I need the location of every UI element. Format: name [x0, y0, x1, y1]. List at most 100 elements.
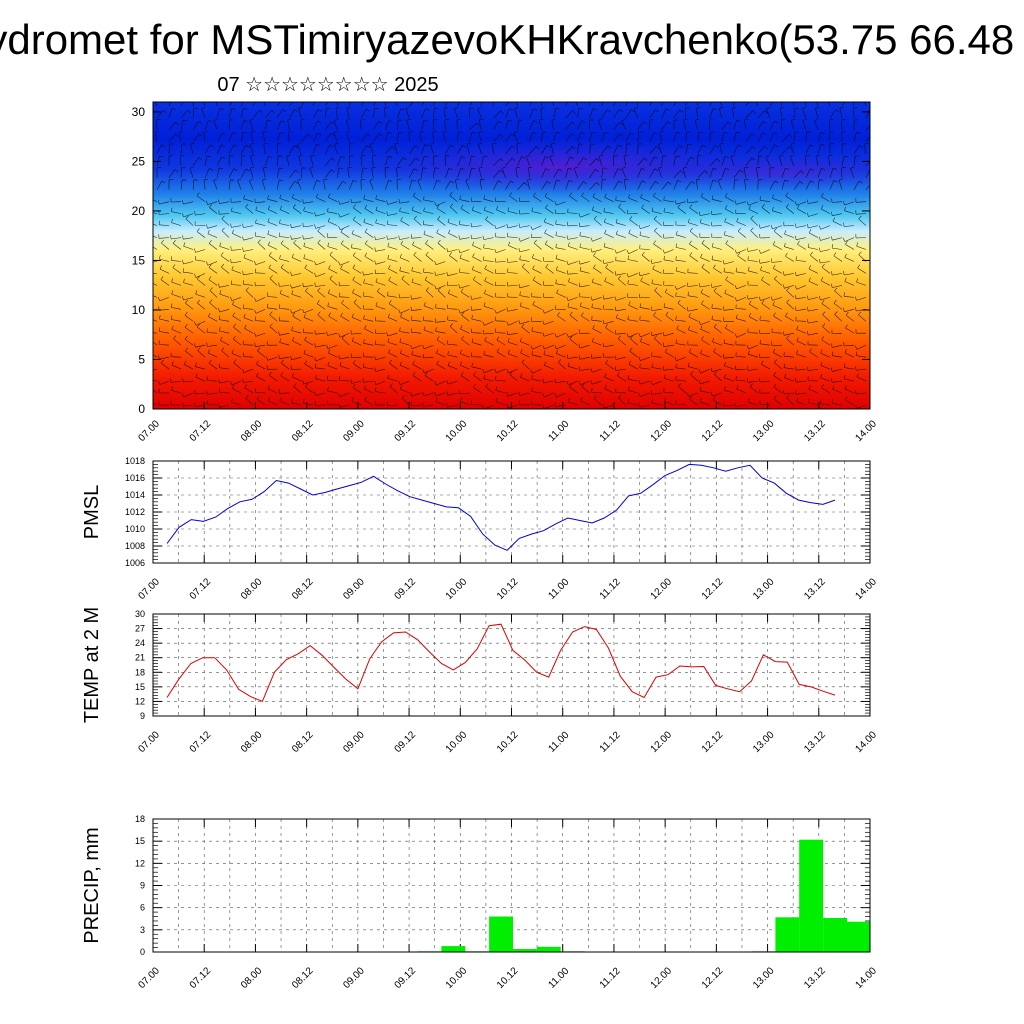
x-tick-label: 08.12: [290, 965, 316, 991]
y-tick-label: 18: [135, 667, 145, 677]
y-tick-label: 15: [135, 682, 145, 692]
y-axis-label: PRECIP, mm: [81, 827, 103, 943]
precip-bar: [441, 946, 466, 952]
x-tick-label: 13.00: [751, 965, 777, 991]
x-tick-label: 09.00: [341, 418, 367, 444]
x-tick-label: 09.00: [341, 729, 367, 755]
y-tick-label: 5: [138, 352, 145, 366]
x-tick-label: 07.00: [136, 576, 162, 602]
y-tick-label: 1016: [125, 473, 145, 483]
y-tick-label: 25: [132, 154, 146, 168]
wind-barbs: [153, 102, 870, 409]
y-tick-label: 21: [135, 653, 145, 663]
x-tick-label: 13.00: [751, 729, 777, 755]
y-axis-label: TEMP at 2 M: [81, 607, 103, 723]
chart-title: zhydromet for MSTimiryazevoKHKravchenko(…: [0, 16, 1015, 63]
x-tick-label: 11.12: [598, 729, 623, 754]
cold-core: [361, 138, 764, 195]
x-tick-label: 12.12: [700, 418, 726, 444]
x-tick-label: 14.00: [853, 576, 879, 602]
x-tick-label: 14.00: [853, 729, 879, 755]
x-tick-label: 08.12: [290, 418, 316, 444]
precip-bar: [823, 918, 847, 952]
x-tick-label: 08.00: [239, 418, 265, 444]
x-tick-label: 09.00: [341, 576, 367, 602]
chart-subtitle: 07 ☆☆☆☆☆☆☆☆ 2025: [217, 74, 439, 96]
x-tick-label: 12.00: [649, 418, 675, 444]
y-tick-label: 15: [135, 836, 145, 846]
x-tick-label: 10.12: [495, 729, 521, 755]
y-tick-label: 1014: [125, 490, 145, 500]
precip-bar: [775, 917, 800, 952]
y-tick-label: 20: [132, 204, 146, 218]
x-tick-label: 12.12: [700, 729, 726, 755]
x-tick-label: 12.12: [700, 965, 726, 991]
y-tick-label: 1008: [125, 541, 145, 551]
x-tick-label: 11.12: [598, 965, 623, 990]
y-tick-label: 0: [140, 947, 145, 957]
cold-core: [655, 152, 870, 190]
x-tick-label: 10.00: [444, 418, 470, 444]
x-tick-label: 14.00: [853, 965, 879, 991]
x-tick-label: 11.12: [598, 418, 623, 443]
x-tick-label: 07.12: [188, 576, 214, 602]
x-tick-label: 07.12: [188, 418, 214, 444]
x-tick-label: 08.00: [239, 965, 265, 991]
x-tick-label: 08.12: [290, 576, 316, 602]
y-tick-label: 1006: [125, 558, 145, 568]
x-tick-label: 11.00: [546, 965, 571, 990]
x-tick-label: 11.12: [598, 576, 623, 601]
x-tick-label: 07.12: [188, 729, 214, 755]
precip-bar: [512, 949, 537, 952]
x-tick-label: 11.00: [546, 729, 571, 754]
y-tick-label: 12: [135, 696, 145, 706]
x-tick-label: 11.00: [546, 576, 571, 601]
x-tick-label: 13.12: [802, 418, 828, 444]
x-tick-label: 09.12: [393, 729, 419, 755]
precip-bar: [489, 916, 513, 952]
y-tick-label: 30: [132, 105, 146, 119]
y-tick-label: 9: [140, 881, 145, 891]
x-tick-label: 10.00: [444, 576, 470, 602]
heatmap-body: [153, 102, 870, 409]
x-tick-label: 14.00: [853, 418, 879, 444]
y-tick-label: 9: [140, 711, 145, 721]
x-tick-label: 10.12: [495, 418, 521, 444]
pmsl-series-line: [166, 463, 836, 551]
x-tick-label: 10.12: [495, 576, 521, 602]
x-tick-label: 08.00: [239, 576, 265, 602]
x-tick-label: 07.00: [136, 965, 162, 991]
x-tick-label: 12.00: [649, 576, 675, 602]
x-tick-label: 09.12: [393, 576, 419, 602]
y-tick-label: 24: [135, 638, 145, 648]
y-tick-label: 6: [140, 903, 145, 913]
y-tick-label: 27: [135, 624, 145, 634]
x-tick-label: 12.00: [649, 965, 675, 991]
x-tick-label: 13.12: [802, 965, 828, 991]
x-tick-label: 07.12: [188, 965, 214, 991]
x-tick-label: 11.00: [546, 418, 571, 443]
x-tick-label: 08.12: [290, 729, 316, 755]
x-tick-label: 12.00: [649, 729, 675, 755]
x-tick-label: 07.00: [136, 729, 162, 755]
x-tick-label: 08.00: [239, 729, 265, 755]
x-tick-label: 09.00: [341, 965, 367, 991]
y-tick-label: 18: [135, 814, 145, 824]
x-tick-label: 10.00: [444, 965, 470, 991]
precip-bar: [846, 921, 870, 952]
x-tick-label: 13.00: [751, 576, 777, 602]
x-tick-label: 09.12: [393, 418, 419, 444]
y-axis-label: PMSL: [81, 485, 103, 539]
precip-bar: [536, 946, 561, 952]
y-tick-label: 10: [132, 303, 146, 317]
y-tick-label: 0: [138, 402, 145, 416]
y-tick-label: 1012: [125, 507, 145, 517]
x-tick-label: 07.00: [136, 418, 162, 444]
x-tick-label: 12.12: [700, 576, 726, 602]
x-tick-label: 13.00: [751, 418, 777, 444]
precip-bar: [799, 839, 824, 952]
y-tick-label: 15: [132, 253, 146, 267]
x-tick-label: 09.12: [393, 965, 419, 991]
